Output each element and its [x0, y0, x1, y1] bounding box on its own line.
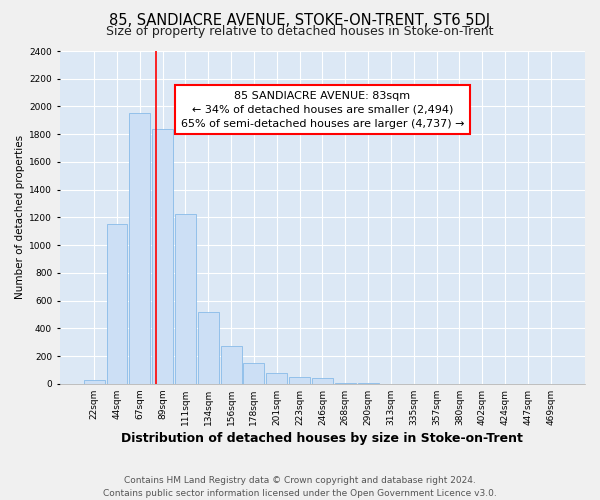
- Bar: [198, 312, 219, 384]
- Bar: [358, 383, 379, 384]
- Bar: [244, 364, 265, 384]
- Bar: [83, 380, 104, 384]
- Y-axis label: Number of detached properties: Number of detached properties: [15, 136, 25, 300]
- Bar: [312, 378, 333, 384]
- Text: Contains HM Land Registry data © Crown copyright and database right 2024.
Contai: Contains HM Land Registry data © Crown c…: [103, 476, 497, 498]
- Bar: [221, 346, 242, 384]
- Bar: [266, 373, 287, 384]
- Bar: [130, 114, 151, 384]
- X-axis label: Distribution of detached houses by size in Stoke-on-Trent: Distribution of detached houses by size …: [121, 432, 523, 445]
- Text: 85 SANDIACRE AVENUE: 83sqm
← 34% of detached houses are smaller (2,494)
65% of s: 85 SANDIACRE AVENUE: 83sqm ← 34% of deta…: [181, 91, 464, 129]
- Bar: [289, 377, 310, 384]
- Text: Size of property relative to detached houses in Stoke-on-Trent: Size of property relative to detached ho…: [106, 25, 494, 38]
- Bar: [175, 214, 196, 384]
- Text: 85, SANDIACRE AVENUE, STOKE-ON-TRENT, ST6 5DJ: 85, SANDIACRE AVENUE, STOKE-ON-TRENT, ST…: [109, 12, 491, 28]
- Bar: [335, 383, 356, 384]
- Bar: [107, 224, 127, 384]
- Bar: [152, 128, 173, 384]
